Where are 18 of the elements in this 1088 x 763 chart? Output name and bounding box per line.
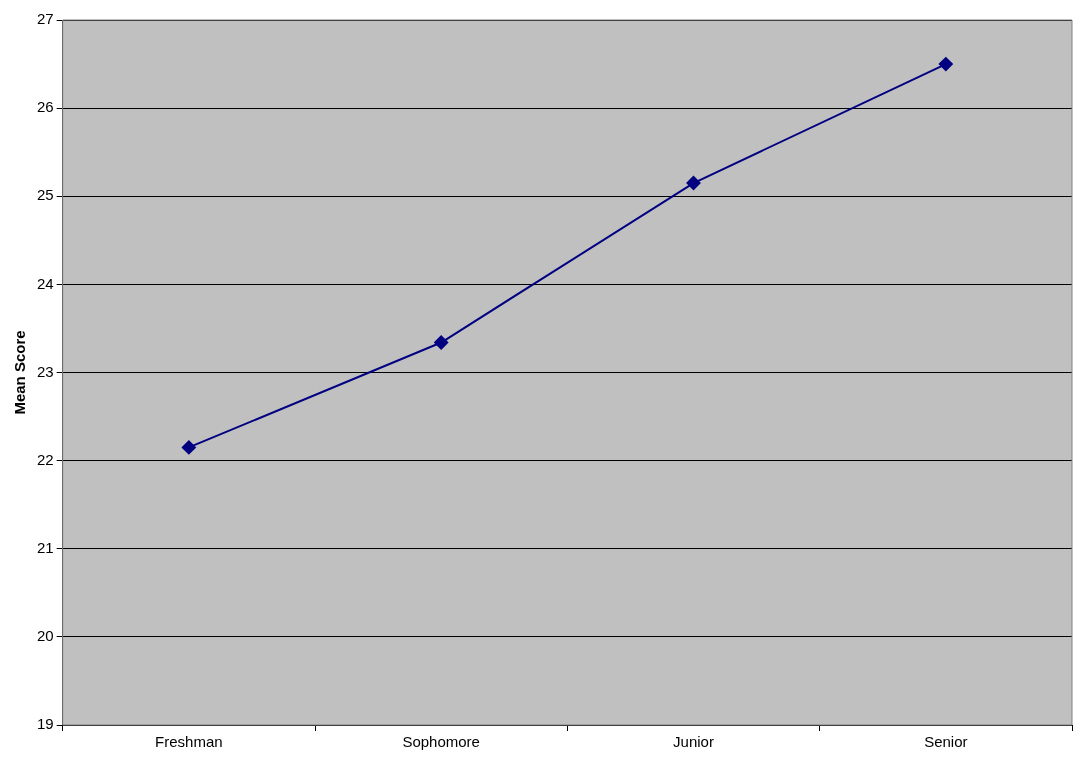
y-axis-title: Mean Score bbox=[11, 330, 29, 415]
y-tick-label: 22 bbox=[37, 450, 54, 468]
y-tick-label: 20 bbox=[37, 627, 54, 645]
point bbox=[686, 176, 701, 191]
point bbox=[181, 440, 196, 455]
y-tick-label: 24 bbox=[37, 274, 54, 292]
x-tick-label: Sophomore bbox=[402, 733, 480, 751]
y-tick-label: 26 bbox=[37, 98, 54, 116]
y-tick-label: 19 bbox=[37, 715, 54, 733]
x-tick-label: Junior bbox=[673, 733, 714, 751]
x-tick-label: Freshman bbox=[155, 733, 223, 751]
y-tick-label: 21 bbox=[37, 538, 54, 556]
point bbox=[938, 57, 953, 72]
y-tick-label: 25 bbox=[37, 186, 54, 204]
y-tick-label: 27 bbox=[37, 10, 54, 28]
x-tick-label: Senior bbox=[924, 733, 968, 751]
point bbox=[434, 335, 449, 350]
y-tick-label: 23 bbox=[37, 362, 54, 380]
